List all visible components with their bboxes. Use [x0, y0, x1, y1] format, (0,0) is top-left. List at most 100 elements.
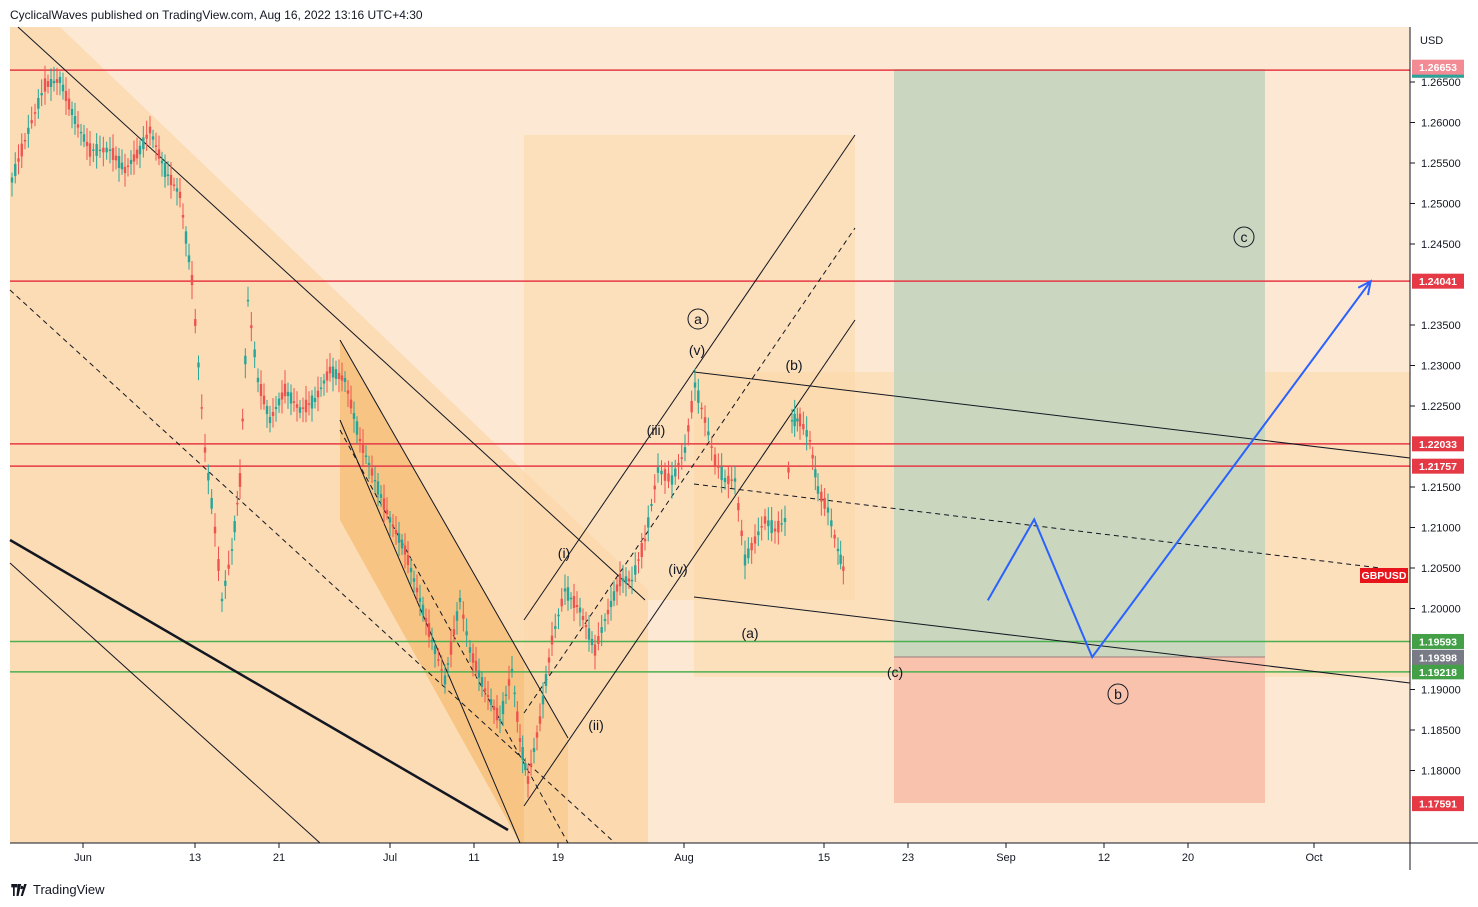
candle-body: [674, 468, 677, 477]
candle-body: [584, 624, 588, 628]
candle-body: [203, 447, 207, 453]
candle-body: [412, 578, 416, 582]
horizontal-levels: [10, 69, 1410, 673]
candle-body: [151, 136, 155, 140]
candle-body: [650, 504, 653, 506]
x-tick-label-12: Oct: [1305, 852, 1322, 864]
candle-body: [337, 372, 341, 380]
candle-body: [385, 509, 389, 515]
wave-labels: (i) (ii) (iii) (iv) (v) (a) (b) (c) a b …: [558, 226, 1255, 733]
candle-body: [600, 627, 603, 633]
flat-channel-lower: [693, 596, 1411, 684]
candle-body: [271, 411, 275, 417]
candle-body: [114, 155, 118, 161]
candle-body: [79, 131, 83, 134]
candle-body: [361, 443, 365, 453]
candle-body: [61, 84, 65, 92]
candle-body: [286, 391, 290, 397]
candle-body: [166, 174, 170, 176]
candle-body: [811, 454, 814, 459]
candle-body: [518, 738, 522, 742]
candle-body: [58, 76, 62, 84]
candle-body: [289, 392, 293, 404]
candle-body: [406, 554, 410, 566]
candle-body: [108, 149, 112, 151]
candle-body: [569, 597, 573, 600]
candle-body: [301, 407, 305, 409]
candle-body: [52, 80, 56, 84]
y-tick-label-0: 1.26500: [1421, 77, 1461, 89]
candle-body: [770, 520, 773, 534]
x-tick-label-11: 20: [1182, 852, 1194, 864]
candle-body: [132, 154, 136, 162]
candle-body: [117, 156, 121, 168]
x-tick-label-1: 13: [189, 852, 201, 864]
candle-body: [723, 477, 727, 483]
candle-body: [524, 763, 527, 771]
candle-body: [123, 166, 127, 174]
candle-body: [720, 466, 723, 481]
x-tick-label-8: 23: [902, 852, 914, 864]
candle-body: [313, 397, 317, 403]
candle-body: [129, 159, 133, 165]
wave-label-ii: (ii): [588, 717, 604, 733]
price-tag-bg-9: [1412, 59, 1464, 75]
candle-body: [33, 112, 37, 114]
wave-label-c-minor: (c): [887, 664, 903, 680]
candle-body: [343, 378, 347, 382]
candle-body: [349, 399, 353, 409]
candle-body: [142, 137, 145, 150]
time-axis-ticks[interactable]: Jun 13 21 Jul 11 19 Aug 15 23 Sep 12 20 Oct: [74, 843, 1323, 864]
candle-body: [73, 115, 77, 125]
candle-body: [521, 747, 524, 760]
candle-body: [418, 598, 422, 602]
candle-body: [710, 446, 713, 448]
x-tick-label-9: Sep: [996, 852, 1016, 864]
candle-body: [507, 679, 511, 686]
price-tag-bg-7: [1412, 649, 1464, 665]
candle-body: [197, 362, 200, 368]
candle-body: [713, 454, 717, 466]
candle-body: [256, 377, 260, 383]
price-tag-9: 1.26653: [1419, 62, 1457, 74]
candle-body: [816, 486, 820, 494]
x-tick-label-0: Jun: [74, 852, 92, 864]
candle-body: [575, 605, 579, 607]
candle-body: [550, 635, 554, 645]
candle-body: [46, 81, 50, 87]
candle-body: [743, 554, 747, 566]
price-axis-ticks[interactable]: 1.26500 1.26000 1.25500 1.25000 1.24500 1.235…: [1410, 77, 1461, 778]
candle-body: [388, 517, 392, 523]
candle-body: [145, 134, 148, 139]
candle-body: [283, 383, 287, 397]
candle-body: [446, 663, 450, 665]
candle-body: [238, 473, 242, 487]
candle-body: [621, 578, 625, 582]
candle-body: [593, 644, 597, 656]
y-tick-label-6: 1.23000: [1421, 361, 1461, 373]
candle-body: [603, 619, 607, 621]
candle-body: [495, 707, 499, 721]
wave-label-iii: (iii): [647, 422, 666, 438]
price-tag-bg-8: [1412, 796, 1464, 812]
candle-body: [427, 623, 431, 637]
tradingview-brand[interactable]: TradingView: [10, 882, 105, 897]
candle-body: [687, 425, 690, 432]
candle-body: [566, 587, 570, 601]
candle-body: [477, 670, 481, 678]
candle-body: [298, 407, 302, 413]
candle-body: [790, 419, 794, 422]
candle-body: [783, 517, 787, 523]
candle-body: [443, 675, 447, 685]
tradingview-brand-text: TradingView: [33, 882, 105, 897]
projection-arrowhead: [1357, 279, 1372, 296]
candle-body: [544, 674, 548, 686]
candle-body: [200, 407, 203, 409]
candle-body: [10, 177, 14, 183]
price-tags: 1.266461.240411.220331.217571.195931.192…: [1412, 59, 1464, 812]
y-tick-label-13: 1.18500: [1421, 725, 1461, 737]
candle-body: [55, 79, 59, 83]
candle-body: [322, 380, 326, 384]
candle-body: [331, 366, 335, 378]
